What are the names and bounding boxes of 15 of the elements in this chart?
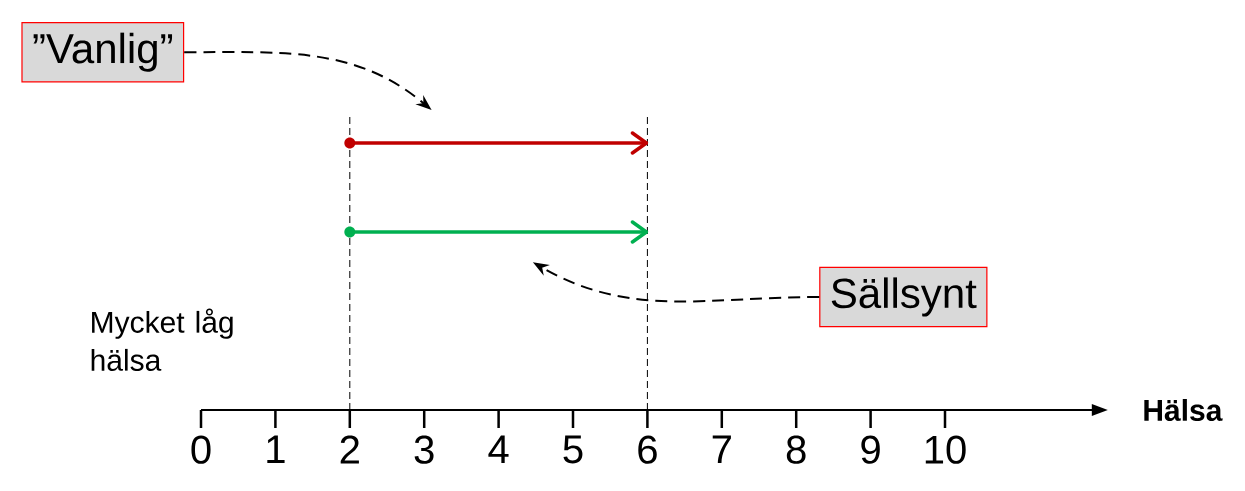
x-tick-label: 2 [340, 435, 359, 464]
text: ”Vanlig” [33, 32, 173, 72]
text: Mycket låg hälsa [91, 308, 233, 371]
x-tick-label: 8 [786, 435, 806, 464]
x-tick-label: 4 [488, 435, 509, 464]
x-tick-label: 7 [712, 435, 731, 464]
x-tick-label: 6 [638, 435, 657, 464]
text: Sällsynt [831, 277, 977, 317]
x-tick-label: 5 [563, 435, 583, 464]
x-tick-label: 3 [414, 435, 434, 464]
x-tick-label: 1 [267, 435, 285, 464]
x-tick-label: 9 [861, 435, 880, 464]
x-tick-label: 10 [925, 435, 966, 464]
x-tick-label: 0 [191, 435, 211, 464]
x-axis-title: Hälsa [1144, 398, 1223, 422]
